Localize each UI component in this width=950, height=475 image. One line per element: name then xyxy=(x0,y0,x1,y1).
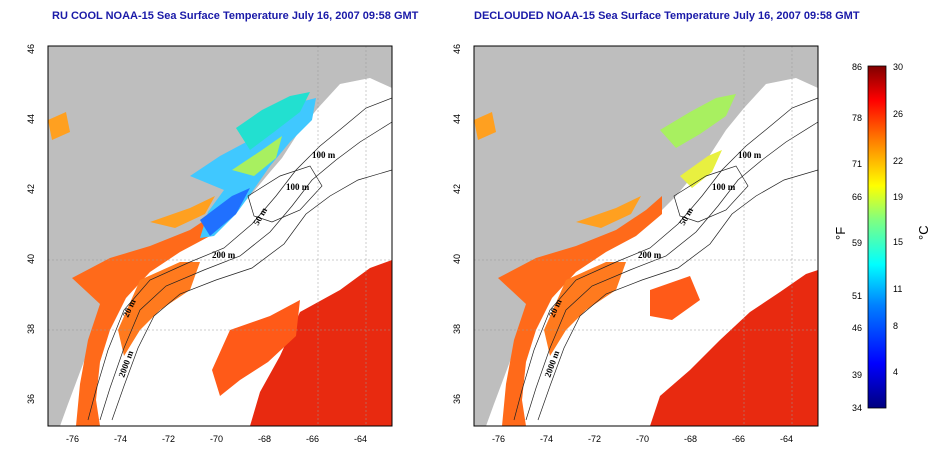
lat-tick: 36 xyxy=(26,394,36,404)
lon-tick: -74 xyxy=(540,434,553,444)
lon-tick: -64 xyxy=(354,434,367,444)
left-lat-axis: 46 44 42 40 38 36 xyxy=(26,44,36,404)
fahrenheit-tick: 78 xyxy=(852,113,862,123)
lat-tick: 46 xyxy=(26,44,36,54)
fahrenheit-tick: 51 xyxy=(852,291,862,301)
celsius-tick: 30 xyxy=(893,62,903,72)
right-sst-map xyxy=(474,46,818,426)
fahrenheit-tick: 39 xyxy=(852,370,862,380)
right-lat-axis: 46 44 42 40 38 36 xyxy=(452,44,462,404)
celsius-tick: 8 xyxy=(893,321,898,331)
left-map-title: RU COOL NOAA-15 Sea Surface Temperature … xyxy=(52,10,419,22)
lon-tick: -68 xyxy=(258,434,271,444)
lat-tick: 42 xyxy=(26,184,36,194)
fahrenheit-tick: 59 xyxy=(852,238,862,248)
land-left xyxy=(48,46,392,426)
hot-sst-left xyxy=(250,260,392,426)
right-map-title: DECLOUDED NOAA-15 Sea Surface Temperatur… xyxy=(474,10,860,22)
fahrenheit-tick: 46 xyxy=(852,323,862,333)
lat-tick: 44 xyxy=(452,114,462,124)
lon-tick: -64 xyxy=(780,434,793,444)
lat-tick: 42 xyxy=(452,184,462,194)
celsius-tick: 15 xyxy=(893,237,903,247)
lon-tick: -70 xyxy=(636,434,649,444)
celsius-tick: 22 xyxy=(893,156,903,166)
colorbar: 86 78 71 66 59 51 46 39 34 30 26 22 19 1… xyxy=(833,62,931,413)
contour-label-left: 200 m xyxy=(212,250,236,260)
lon-tick: -70 xyxy=(210,434,223,444)
contour-label-left: 100 m xyxy=(312,150,336,160)
lat-tick: 38 xyxy=(452,324,462,334)
celsius-tick: 26 xyxy=(893,109,903,119)
fahrenheit-tick: 86 xyxy=(852,62,862,72)
land-right xyxy=(474,46,818,426)
left-sst-map xyxy=(48,46,392,426)
left-map-frame xyxy=(47,45,393,427)
lat-tick: 44 xyxy=(26,114,36,124)
lon-tick: -74 xyxy=(114,434,127,444)
lat-tick: 40 xyxy=(26,254,36,264)
fahrenheit-tick: 66 xyxy=(852,192,862,202)
lon-tick: -76 xyxy=(492,434,505,444)
fahrenheit-tick: 34 xyxy=(852,403,862,413)
celsius-tick: 4 xyxy=(893,367,898,377)
contour-label-left: 100 m xyxy=(286,182,310,192)
contour-label-right: 200 m xyxy=(638,250,662,260)
hot-sst-right xyxy=(650,270,818,426)
lon-tick: -68 xyxy=(684,434,697,444)
lat-tick: 38 xyxy=(26,324,36,334)
lon-tick: -66 xyxy=(306,434,319,444)
colorbar-gradient xyxy=(867,65,887,409)
lat-tick: 46 xyxy=(452,44,462,54)
fahrenheit-unit: °F xyxy=(833,227,848,240)
celsius-tick: 19 xyxy=(893,192,903,202)
lat-tick: 40 xyxy=(452,254,462,264)
cool-sst-right xyxy=(660,94,736,148)
celsius-unit: °C xyxy=(916,225,931,240)
contour-label-right: 100 m xyxy=(712,182,736,192)
right-lon-axis: -76 -74 -72 -70 -68 -66 -64 xyxy=(492,434,793,444)
left-lon-axis: -76 -74 -72 -70 -68 -66 -64 xyxy=(66,434,367,444)
lon-tick: -72 xyxy=(588,434,601,444)
warm-sst-right xyxy=(498,196,662,426)
right-map-frame xyxy=(473,45,819,427)
lat-tick: 36 xyxy=(452,394,462,404)
lon-tick: -76 xyxy=(66,434,79,444)
contour-label-right: 100 m xyxy=(738,150,762,160)
lon-tick: -66 xyxy=(732,434,745,444)
fahrenheit-tick: 71 xyxy=(852,159,862,169)
lon-tick: -72 xyxy=(162,434,175,444)
celsius-tick: 11 xyxy=(893,284,902,294)
